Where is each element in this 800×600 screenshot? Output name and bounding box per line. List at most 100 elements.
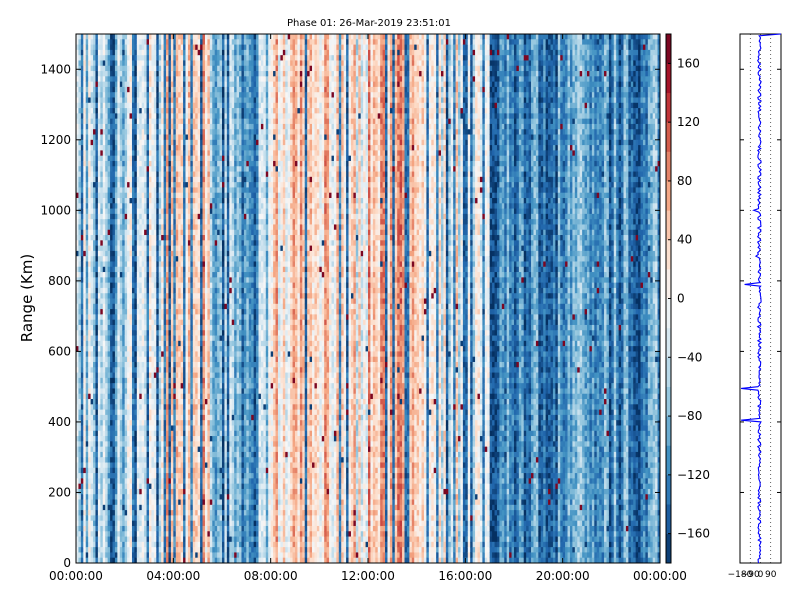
heatmap-cell (127, 160, 130, 167)
heatmap-cell (83, 303, 87, 310)
heatmap-cell (131, 399, 135, 405)
heatmap-cell (173, 446, 177, 453)
heatmap-cell (129, 547, 133, 553)
heatmap-cell (119, 303, 123, 310)
heatmap-cell (93, 346, 96, 352)
heatmap-cell (88, 287, 91, 294)
heatmap-cell (85, 557, 89, 564)
heatmap-cell (110, 81, 113, 88)
heatmap-cell (131, 377, 135, 384)
heatmap-cell (168, 298, 172, 305)
heatmap-cell (129, 272, 133, 278)
heatmap-cell (105, 60, 109, 67)
heatmap-cell (168, 160, 172, 167)
heatmap-cell (95, 71, 99, 77)
heatmap-cell (85, 346, 89, 352)
heatmap-cell (146, 367, 150, 373)
heatmap-cell (78, 346, 82, 352)
heatmap-cell (185, 245, 189, 252)
heatmap-cell (95, 213, 99, 220)
heatmap-cell (129, 277, 133, 284)
heatmap-cell (158, 250, 162, 257)
heatmap-cell (127, 420, 130, 426)
heatmap-cell (93, 160, 96, 167)
heatmap-cell (88, 494, 91, 500)
heatmap-cell (131, 118, 135, 125)
heatmap-cell (85, 293, 89, 299)
heatmap-cell (139, 324, 143, 331)
heatmap-cell (195, 441, 199, 448)
heatmap-cell (110, 377, 113, 384)
heatmap-cell (117, 240, 121, 246)
heatmap-cell (161, 123, 164, 130)
heatmap-cell (173, 531, 177, 537)
heatmap-cell (107, 541, 111, 548)
heatmap-cell (124, 97, 128, 104)
heatmap-cell (127, 197, 130, 204)
heatmap-cell (141, 224, 145, 231)
heatmap-cell (170, 420, 174, 426)
heatmap-cell (161, 203, 164, 209)
heatmap-cell (129, 160, 133, 167)
heatmap-cell (83, 330, 87, 336)
heatmap-cell (105, 483, 109, 490)
heatmap-cell (192, 287, 196, 294)
heatmap-cell (88, 108, 91, 114)
heatmap-cell (112, 277, 116, 284)
heatmap-cell (151, 224, 155, 231)
heatmap-cell (170, 383, 174, 389)
heatmap-cell (163, 451, 167, 458)
heatmap-cell (178, 192, 182, 199)
heatmap-cell (107, 123, 111, 130)
heatmap-cell (156, 108, 160, 114)
heatmap-cell (83, 65, 87, 72)
heatmap-cell (110, 515, 113, 522)
heatmap-cell (131, 303, 135, 310)
heatmap-cell (114, 309, 118, 315)
heatmap-cell (76, 250, 79, 257)
heatmap-cell (134, 123, 138, 130)
heatmap-cell (110, 388, 113, 395)
heatmap-cell (112, 192, 116, 199)
heatmap-cell (119, 102, 123, 109)
heatmap-cell (158, 446, 162, 453)
heatmap-cell (122, 203, 126, 209)
heatmap-cell (100, 309, 104, 315)
heatmap-cell (175, 309, 179, 315)
heatmap-cell (183, 182, 186, 188)
heatmap-cell (190, 123, 194, 130)
heatmap-cell (110, 367, 113, 373)
heatmap-cell (85, 494, 89, 500)
heatmap-cell (88, 483, 91, 490)
heatmap-cell (102, 272, 106, 278)
heatmap-cell (90, 409, 94, 416)
heatmap-cell (76, 123, 79, 130)
heatmap-cell (151, 49, 155, 56)
heatmap-cell (195, 446, 199, 453)
heatmap-cell (134, 536, 138, 543)
heatmap-cell (90, 372, 94, 379)
heatmap-cell (146, 219, 150, 225)
heatmap-cell (139, 71, 143, 77)
heatmap-cell (192, 235, 196, 241)
heatmap-cell (102, 399, 106, 405)
heatmap-cell (114, 494, 118, 500)
heatmap-cell (195, 309, 199, 315)
heatmap-cell (158, 219, 162, 225)
heatmap-cell (149, 319, 152, 326)
heatmap-cell (117, 409, 121, 416)
heatmap-cell (149, 488, 152, 495)
heatmap-cell (117, 393, 121, 400)
heatmap-cell (180, 182, 184, 188)
heatmap-cell (146, 102, 150, 109)
heatmap-cell (80, 250, 84, 257)
heatmap-cell (183, 494, 186, 500)
heatmap-cell (131, 340, 135, 347)
heatmap-cell (161, 176, 164, 183)
heatmap-cell (117, 351, 121, 358)
heatmap-cell (124, 272, 128, 278)
heatmap-cell (161, 240, 164, 246)
heatmap-cell (95, 367, 99, 373)
heatmap-cell (195, 76, 199, 83)
heatmap-cell (168, 520, 172, 527)
